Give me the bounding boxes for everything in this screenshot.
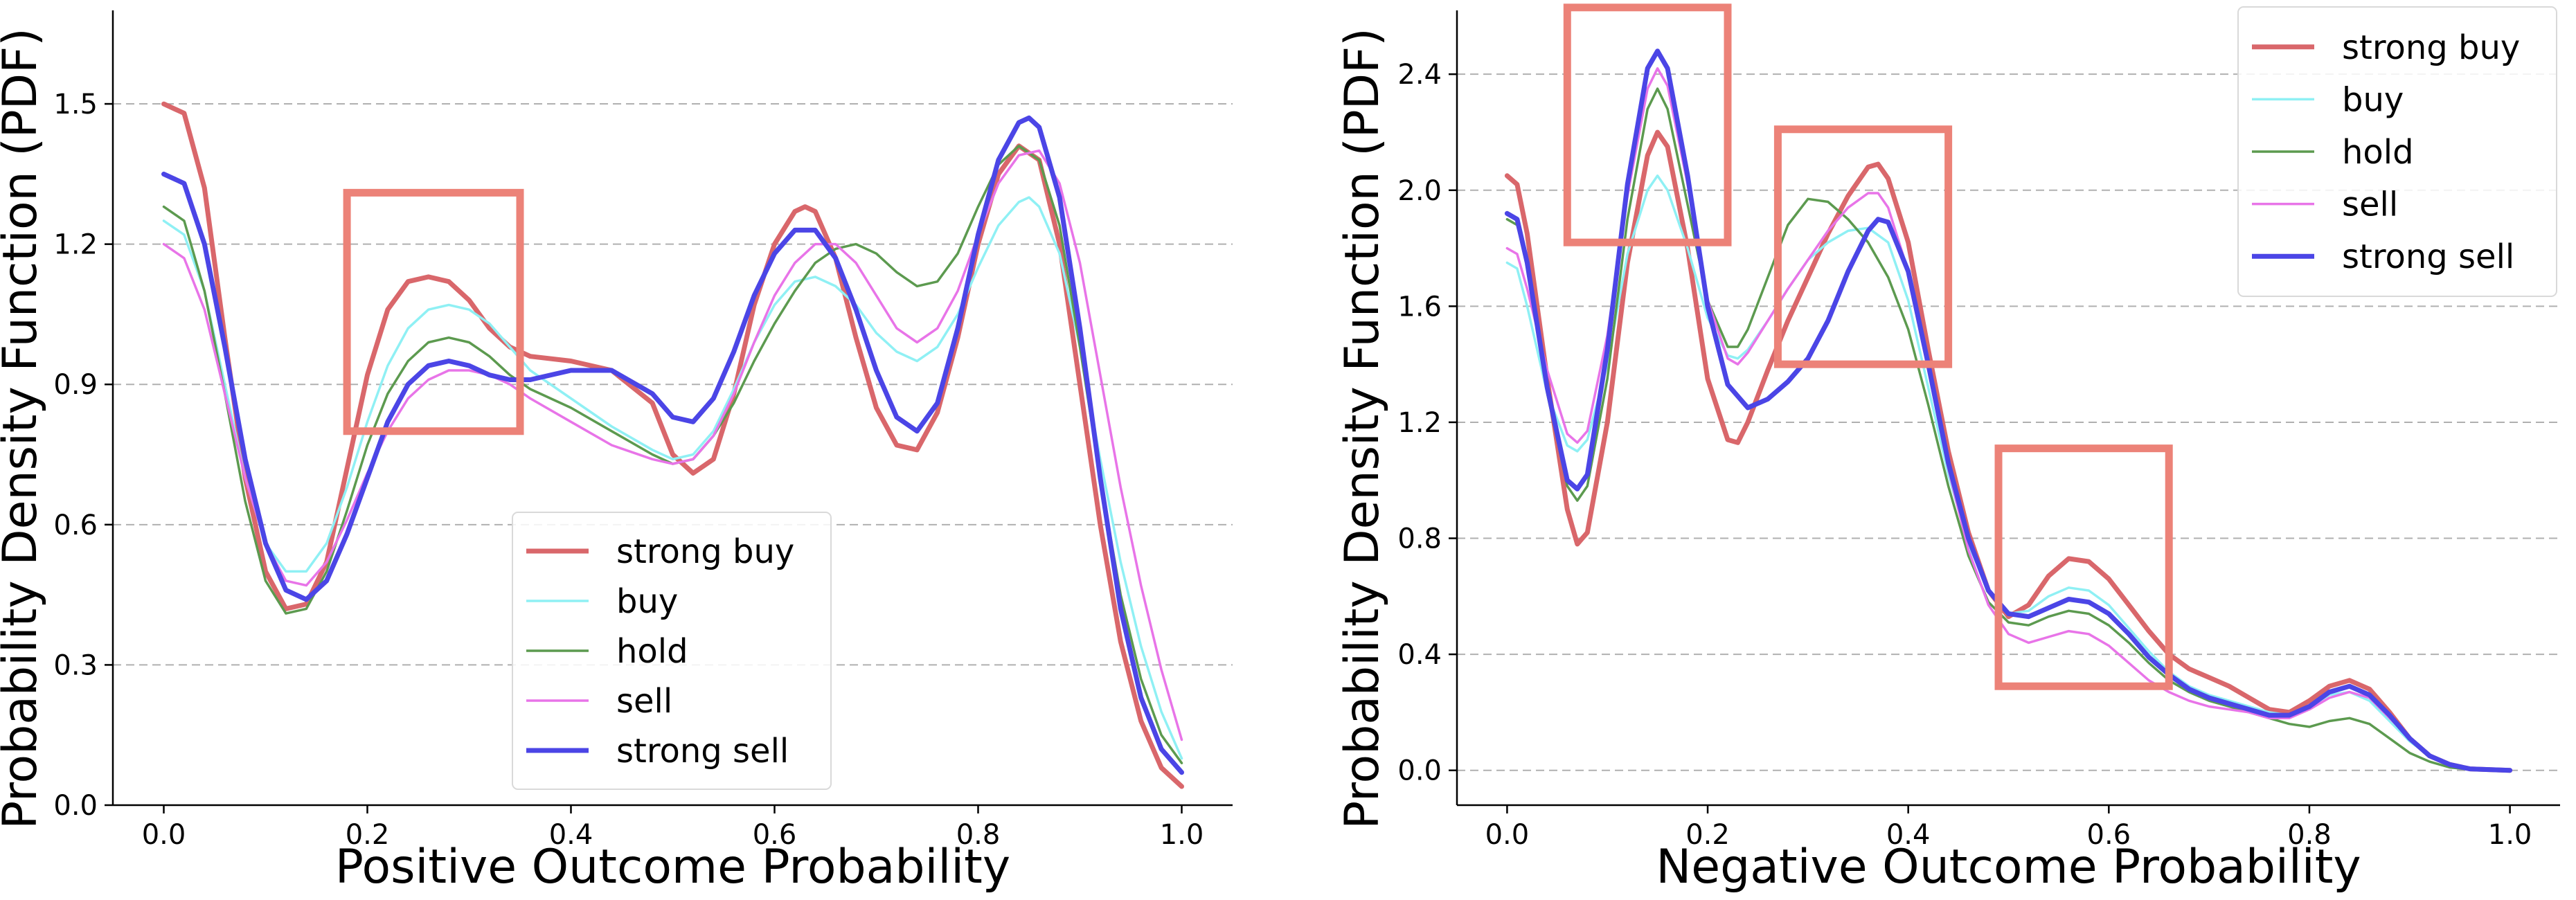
series-line-strong-sell xyxy=(161,115,1184,775)
y-tick-label: 0.9 xyxy=(53,369,98,401)
x-tick-label: 0.8 xyxy=(956,819,1001,851)
legend-frame xyxy=(512,512,832,790)
y-axis-title: Probability Density Function (PDF) xyxy=(1335,28,1390,829)
legend-label: strong buy xyxy=(2342,28,2520,67)
legend-frame xyxy=(2237,6,2557,297)
y-tick-label: 1.5 xyxy=(53,89,98,120)
series-line-sell xyxy=(162,149,1183,741)
y-tick-label: 0.4 xyxy=(1397,639,1442,671)
x-tick-label: 1.0 xyxy=(2488,819,2532,851)
legend-label: buy xyxy=(2342,80,2404,119)
x-tick-label: 0.6 xyxy=(753,819,797,851)
y-axis-title: Probability Density Function (PDF) xyxy=(0,28,48,829)
x-tick-label: 0.0 xyxy=(142,819,186,851)
y-tick-label: 1.2 xyxy=(1397,407,1442,439)
legend: strong buy buy hold sell strong sell xyxy=(512,512,832,790)
x-tick-label: 0.4 xyxy=(1886,819,1931,851)
legend-label: sell xyxy=(616,682,672,721)
legend-label: sell xyxy=(2342,186,2398,224)
highlight-box xyxy=(1773,125,1953,368)
y-tick-label: 2.0 xyxy=(1397,175,1442,207)
x-axis-title: Negative Outcome Probability xyxy=(1656,840,2361,894)
legend-label: hold xyxy=(2342,133,2414,172)
legend-label: hold xyxy=(616,632,688,671)
series-line-strong-sell xyxy=(1504,48,2513,773)
y-tick-label: 0.8 xyxy=(1397,523,1442,555)
x-axis-title: Positive Outcome Probability xyxy=(335,840,1010,894)
left-chart-positive-outcome: 0.0 0.2 0.4 0.6 0.8 1.0 0.0 0.3 0.6 0.9 1.2 1.5 Posi… xyxy=(0,10,1233,894)
x-tick-label: 0.0 xyxy=(1485,819,1530,851)
series-line-hold xyxy=(1505,87,2512,772)
legend-label: buy xyxy=(616,582,678,621)
highlight-box xyxy=(1563,3,1732,246)
legend-label: strong buy xyxy=(616,532,794,571)
right-chart-negative-outcome: 0.0 0.2 0.4 0.6 0.8 1.0 0.0 0.4 0.8 1.2 1.6 2.0 2.4 N… xyxy=(1335,3,2560,894)
y-tick-label: 0.0 xyxy=(1397,755,1442,787)
legend-label: strong sell xyxy=(616,732,789,771)
x-tick-label: 1.0 xyxy=(1160,819,1204,851)
highlight-box xyxy=(1994,444,2173,690)
y-tick-label: 0.0 xyxy=(53,790,98,822)
highlight-box xyxy=(343,188,524,435)
y-tick-label: 1.6 xyxy=(1397,291,1442,323)
legend: strong buy buy hold sell strong sell xyxy=(2237,6,2557,297)
legend-label: strong sell xyxy=(2342,237,2514,276)
series-line-buy xyxy=(162,196,1183,760)
x-tick-label: 0.2 xyxy=(346,819,390,851)
x-tick-label: 0.6 xyxy=(2087,819,2131,851)
x-tick-label: 0.2 xyxy=(1685,819,1730,851)
y-tick-label: 0.3 xyxy=(53,649,98,681)
x-tick-label: 0.8 xyxy=(2287,819,2332,851)
x-tick-label: 0.4 xyxy=(549,819,593,851)
y-tick-label: 2.4 xyxy=(1397,59,1442,91)
y-tick-label: 1.2 xyxy=(53,229,98,261)
y-tick-label: 0.6 xyxy=(53,510,98,541)
